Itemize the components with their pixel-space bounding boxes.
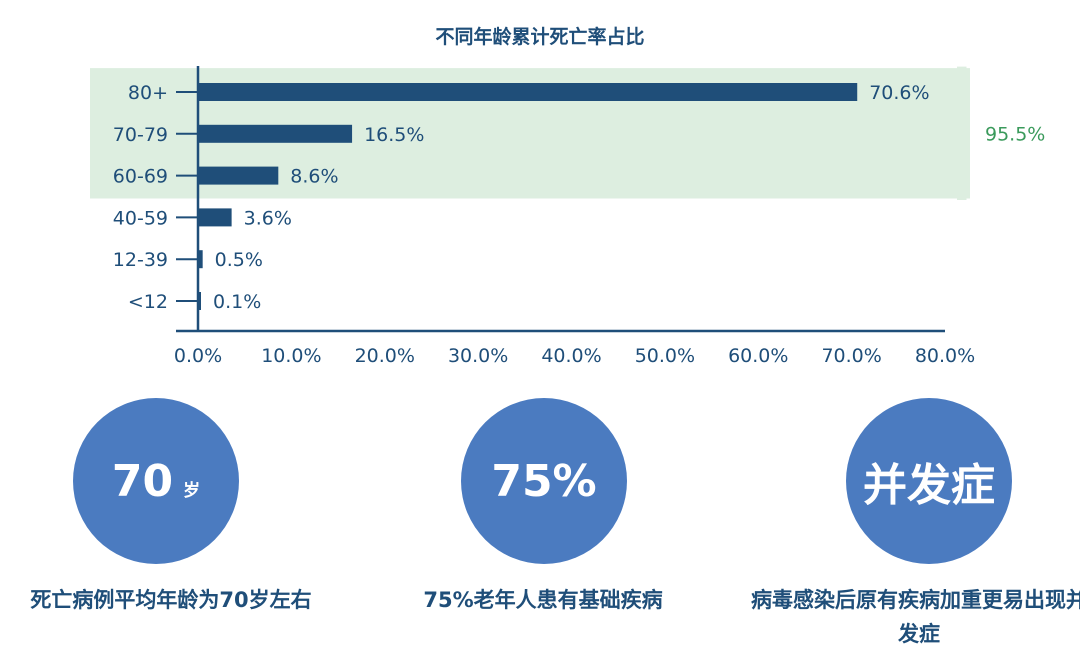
y-tick-label: 80+ bbox=[128, 82, 168, 104]
data-label: 16.5% bbox=[364, 124, 424, 146]
x-tick-label: 80.0% bbox=[915, 345, 975, 367]
y-tick-label: 12-39 bbox=[113, 249, 168, 271]
y-tick-label: 70-79 bbox=[113, 124, 168, 146]
chart-title: 不同年龄累计死亡率占比 bbox=[435, 26, 645, 48]
caption-complication-text: 病毒感染后原有疾病加重更易出现并发症 bbox=[751, 588, 1080, 646]
data-label: 0.5% bbox=[215, 249, 263, 271]
caption-percent: 75%老年人患有基础疾病 bbox=[423, 588, 663, 612]
y-tick-label: 60-69 bbox=[113, 166, 168, 188]
caption-age: 死亡病例平均年龄为70岁左右 bbox=[30, 588, 312, 612]
bar bbox=[198, 250, 203, 269]
bar-chart: 95.5% 80+ 70.6% 70-79 16.5% 60-69 8.6% 40-59 3.6… bbox=[90, 66, 1045, 367]
data-label: 3.6% bbox=[244, 207, 292, 229]
x-tick-label: 70.0% bbox=[821, 345, 881, 367]
x-tick-label: 50.0% bbox=[635, 345, 695, 367]
x-tick-label: 0.0% bbox=[174, 345, 222, 367]
caption-complication: 病毒感染后原有疾病加重更易出现并发症 bbox=[749, 583, 1080, 651]
highlight-total-label: 95.5% bbox=[985, 123, 1045, 145]
stat-age-unit: 岁 bbox=[183, 480, 201, 501]
x-tick-label: 30.0% bbox=[448, 345, 508, 367]
highlight-bracket bbox=[957, 66, 967, 200]
data-label: 70.6% bbox=[869, 82, 929, 104]
data-label: 8.6% bbox=[290, 166, 338, 188]
bar bbox=[198, 83, 858, 101]
y-tick-label: <12 bbox=[128, 291, 168, 313]
stat-circle-age: 70 岁 bbox=[73, 398, 239, 564]
bar bbox=[198, 292, 201, 310]
stat-circle-complication: 并发症 bbox=[846, 398, 1012, 564]
x-tick-label: 20.0% bbox=[355, 345, 415, 367]
stat-complication-value: 并发症 bbox=[863, 460, 995, 511]
bar bbox=[198, 124, 353, 143]
bar bbox=[198, 166, 279, 185]
y-tick-label: 40-59 bbox=[113, 207, 168, 229]
x-tick-label: 60.0% bbox=[728, 345, 788, 367]
data-label: 0.1% bbox=[213, 291, 261, 313]
x-tick-label: 40.0% bbox=[541, 345, 601, 367]
stat-circle-percent: 75% bbox=[461, 398, 627, 564]
stat-age-value: 70 bbox=[111, 455, 174, 507]
bar bbox=[198, 208, 232, 227]
stat-percent-value: 75% bbox=[491, 455, 597, 507]
x-tick-label: 10.0% bbox=[261, 345, 321, 367]
